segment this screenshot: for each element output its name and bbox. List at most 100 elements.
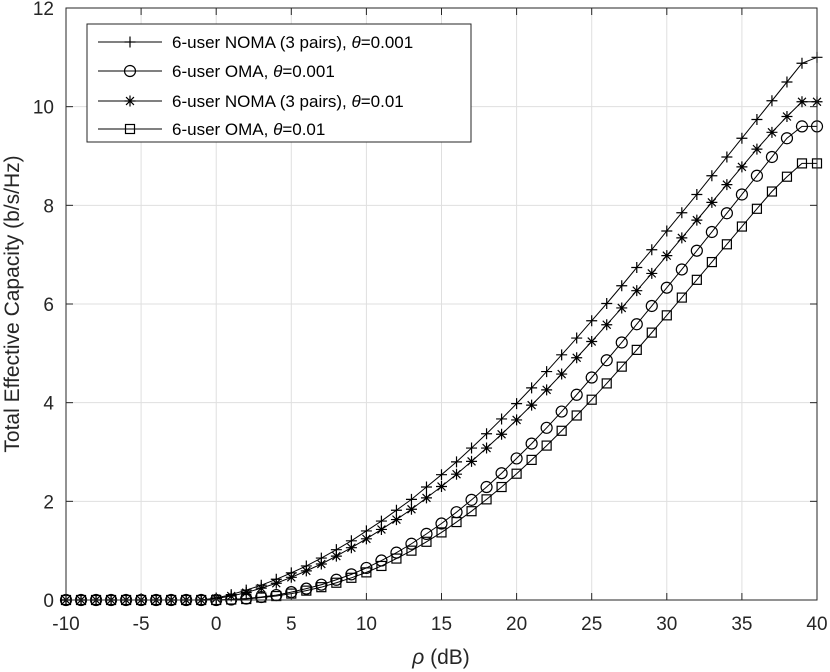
x-tick-label: -5 (133, 614, 150, 635)
square-marker (796, 158, 808, 169)
plus-marker (631, 261, 643, 273)
y-tick-label: 8 (43, 196, 54, 217)
plus-marker (676, 207, 688, 219)
asterisk-marker (556, 368, 568, 380)
legend-box (86, 23, 472, 143)
legend-label: 6-user NOMA (3 pairs), θ=0.01 (172, 92, 404, 111)
circle-marker (330, 573, 343, 586)
x-tick-label: 15 (431, 614, 452, 635)
asterisk-marker (541, 384, 553, 396)
plus-marker (766, 95, 778, 107)
plus-marker (124, 36, 136, 48)
square-marker (406, 545, 417, 556)
circle-marker (570, 388, 583, 401)
theta-symbol: θ (273, 120, 283, 139)
circle-marker (690, 244, 703, 257)
circle-marker (645, 299, 658, 313)
asterisk-marker (124, 95, 136, 107)
theta-symbol: θ (352, 92, 362, 111)
plus-marker (451, 456, 463, 468)
plus-marker (796, 57, 808, 69)
square-marker (301, 585, 312, 596)
asterisk-marker (511, 414, 523, 426)
circle-marker (420, 527, 433, 540)
asterisk-marker (646, 267, 658, 279)
plus-marker (616, 280, 628, 292)
plus-marker (526, 382, 538, 394)
asterisk-marker (285, 571, 297, 583)
plus-marker (691, 188, 703, 200)
circle-marker (360, 561, 373, 575)
asterisk-marker (481, 442, 493, 454)
square-marker (556, 425, 567, 436)
square-marker (466, 506, 477, 517)
plus-marker (436, 469, 447, 481)
square-marker (631, 344, 642, 355)
circle-marker (540, 421, 553, 434)
plus-marker (751, 113, 763, 125)
asterisk-marker (796, 96, 808, 108)
square-marker (751, 203, 763, 214)
square-marker (361, 567, 372, 578)
circle-marker (750, 169, 764, 182)
asterisk-marker (225, 590, 237, 602)
asterisk-marker (601, 319, 613, 331)
x-tick-label: 30 (656, 614, 677, 635)
square-marker (691, 274, 702, 285)
legend: 6-user NOMA (3 pairs), θ=0.001 6-user OMA… (86, 23, 472, 143)
legend-entry: 6-user NOMA (3 pairs), θ=0.01 (98, 92, 404, 111)
circle-marker (435, 517, 448, 530)
legend-label-value: =0.01 (361, 92, 404, 111)
asterisk-marker (736, 161, 748, 173)
asterisk-marker (345, 542, 357, 554)
x-axis-label: ρ (dB) (411, 646, 470, 669)
circle-marker (795, 120, 809, 133)
square-marker (271, 590, 282, 602)
circle-marker (705, 225, 718, 239)
asterisk-marker (300, 565, 312, 577)
square-marker (124, 123, 136, 135)
asterisk-marker (420, 492, 432, 504)
circle-marker (405, 537, 418, 550)
asterisk-marker (706, 196, 718, 208)
y-axis-label: Total Effective Capacity (b/s/Hz) (1, 155, 24, 452)
asterisk-marker (240, 587, 252, 599)
legend-label: 6-user NOMA (3 pairs), θ=0.001 (172, 33, 413, 52)
square-marker (496, 481, 507, 493)
square-marker (346, 572, 357, 583)
asterisk-marker (390, 514, 402, 526)
circle-marker (465, 493, 478, 506)
legend-label-prefix: 6-user OMA, (172, 62, 273, 81)
square-marker (766, 186, 778, 197)
square-marker (541, 440, 552, 451)
circle-marker (480, 480, 493, 494)
square-marker (481, 494, 492, 505)
square-marker (571, 410, 582, 421)
circle-marker (780, 132, 794, 145)
circle-marker (765, 150, 779, 164)
circle-marker (345, 568, 358, 581)
circle-marker (555, 405, 568, 418)
asterisk-marker (631, 285, 643, 297)
plus-marker (511, 398, 523, 410)
plus-marker (496, 413, 508, 425)
legend-label-prefix: 6-user NOMA (3 pairs), (172, 33, 352, 52)
square-marker (736, 221, 748, 232)
square-marker (721, 239, 732, 250)
asterisk-marker (451, 468, 463, 480)
circle-marker (585, 371, 598, 384)
square-marker (781, 171, 793, 182)
asterisk-marker (571, 352, 583, 364)
plus-marker (571, 332, 583, 344)
circle-marker (495, 467, 508, 480)
y-tick-label: 4 (43, 394, 54, 415)
theta-symbol: θ (273, 62, 283, 81)
square-marker (511, 468, 522, 479)
square-marker (601, 378, 612, 389)
plus-marker (646, 244, 658, 256)
x-tick-label: 40 (806, 614, 827, 635)
asterisk-marker (751, 143, 763, 155)
plus-marker (405, 493, 417, 505)
asterisk-marker (270, 577, 282, 589)
legend-label-prefix: 6-user NOMA (3 pairs), (172, 92, 352, 111)
